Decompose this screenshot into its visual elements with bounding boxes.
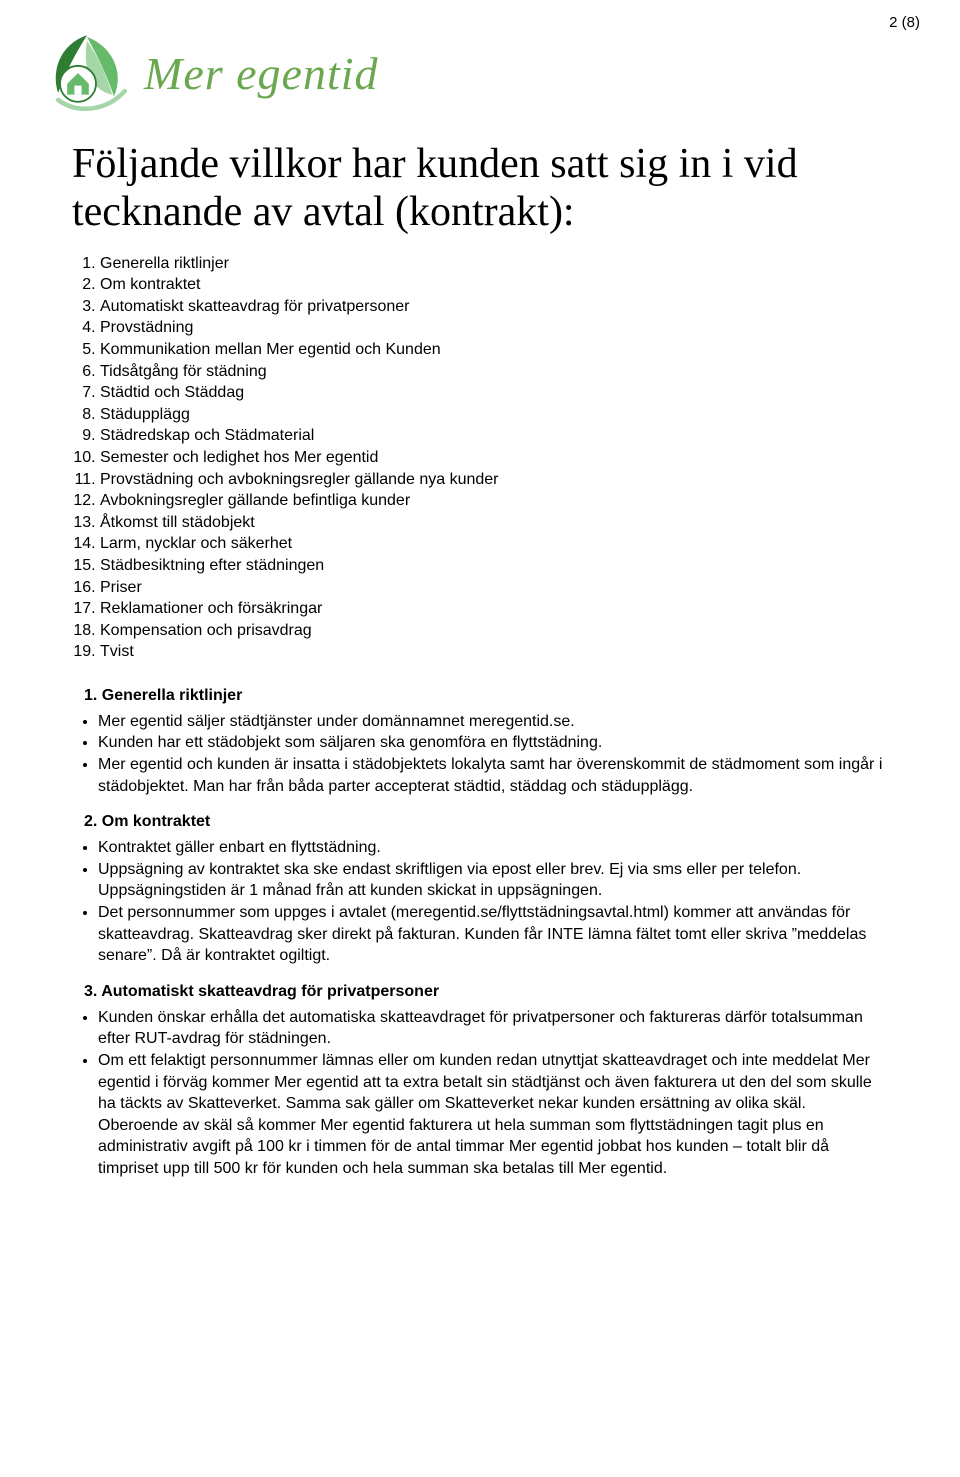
toc-item: Städredskap och Städmaterial bbox=[100, 425, 888, 447]
list-item: Kunden önskar erhålla det automatiska sk… bbox=[98, 1007, 888, 1050]
toc-item: Tidsåtgång för städning bbox=[100, 361, 888, 383]
toc-item: Avbokningsregler gällande befintliga kun… bbox=[100, 490, 888, 512]
list-item: Det personnummer som uppges i avtalet (m… bbox=[98, 902, 888, 967]
list-item: Mer egentid säljer städtjänster under do… bbox=[98, 711, 888, 733]
page-number: 2 (8) bbox=[889, 14, 920, 31]
section-3-bullets: Kunden önskar erhålla det automatiska sk… bbox=[72, 1007, 888, 1180]
toc-item: Priser bbox=[100, 577, 888, 599]
section-2-bullets: Kontraktet gäller enbart en flyttstädnin… bbox=[72, 837, 888, 967]
section-heading-2: 2. Om kontraktet bbox=[84, 813, 888, 831]
list-item: Kunden har ett städobjekt som säljaren s… bbox=[98, 732, 888, 754]
toc-item: Städtid och Städdag bbox=[100, 382, 888, 404]
toc-item: Kompensation och prisavdrag bbox=[100, 620, 888, 642]
toc-item: Städbesiktning efter städningen bbox=[100, 555, 888, 577]
toc-item: Reklamationer och försäkringar bbox=[100, 598, 888, 620]
toc-item: Städupplägg bbox=[100, 404, 888, 426]
page-title: Följande villkor har kunden satt sig in … bbox=[72, 140, 888, 237]
section-1-bullets: Mer egentid säljer städtjänster under do… bbox=[72, 711, 888, 797]
toc-item: Åtkomst till städobjekt bbox=[100, 512, 888, 534]
document-page: 2 (8) Mer egentid Följande villkor har k… bbox=[0, 0, 960, 1234]
toc-item: Tvist bbox=[100, 641, 888, 663]
list-item: Uppsägning av kontraktet ska ske endast … bbox=[98, 859, 888, 902]
section-heading-1: 1. Generella riktlinjer bbox=[84, 687, 888, 705]
toc-item: Automatiskt skatteavdrag för privatperso… bbox=[100, 296, 888, 318]
toc-item: Larm, nycklar och säkerhet bbox=[100, 533, 888, 555]
toc-item: Provstädning och avbokningsregler gällan… bbox=[100, 469, 888, 491]
toc-item: Om kontraktet bbox=[100, 274, 888, 296]
toc-item: Provstädning bbox=[100, 317, 888, 339]
list-item: Mer egentid och kunden är insatta i städ… bbox=[98, 754, 888, 797]
section-heading-3: 3. Automatiskt skatteavdrag för privatpe… bbox=[84, 983, 888, 1001]
list-item: Kontraktet gäller enbart en flyttstädnin… bbox=[98, 837, 888, 859]
list-item: Om ett felaktigt personnummer lämnas ell… bbox=[98, 1050, 888, 1180]
toc-item: Semester och ledighet hos Mer egentid bbox=[100, 447, 888, 469]
toc-item: Kommunikation mellan Mer egentid och Kun… bbox=[100, 339, 888, 361]
logo-icon bbox=[42, 28, 132, 118]
logo: Mer egentid bbox=[42, 28, 888, 118]
logo-text: Mer egentid bbox=[144, 47, 379, 100]
toc-item: Generella riktlinjer bbox=[100, 253, 888, 275]
toc-list: Generella riktlinjer Om kontraktet Autom… bbox=[72, 253, 888, 663]
